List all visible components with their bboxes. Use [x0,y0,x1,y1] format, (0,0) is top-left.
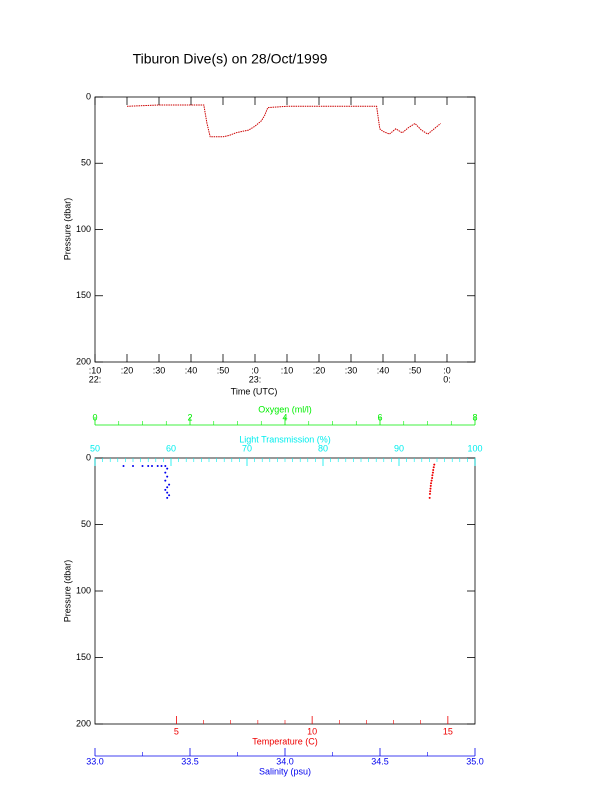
plot-frame [94,457,476,725]
y-tick-label: 150 [76,290,91,300]
data-point [164,464,167,467]
data-point [431,474,434,477]
data-point [166,496,169,499]
data-point [432,468,435,471]
y-tick-label: 0 [86,91,91,101]
x-tick-label: 10 [307,726,317,736]
data-point [141,464,144,467]
data-point [433,463,436,466]
x-tick-label: :40 [377,365,390,375]
data-point [160,464,163,467]
plot-frame [94,96,476,363]
x-tick-label: 8 [472,412,477,422]
data-line [126,104,441,138]
x-tick-label: 70 [242,443,252,453]
data-point [122,464,125,467]
x-tick-label: 34.0 [276,756,294,766]
x-tick-label: 35.0 [466,756,484,766]
x-tick-label: 100 [467,443,482,453]
data-point [428,492,431,495]
x-tick-label: 33.0 [86,756,104,766]
data-point [432,466,435,469]
y-tick-label: 100 [76,585,91,595]
x-tick-label: 15 [443,726,453,736]
x-axis-label: Temperature (C) [252,736,318,746]
data-point [132,464,134,467]
x-tick-label: :20 [313,365,326,375]
x-axis-label: Time (UTC) [231,386,278,396]
x-axis-label: Salinity (psu) [259,766,311,776]
x-tick-label: :10 [281,365,294,375]
x-tick-date: 22: [89,374,102,384]
x-tick-label: 60 [166,443,176,453]
data-point [168,483,171,486]
data-point [431,471,434,474]
data-point [156,464,159,467]
y-tick-label: 200 [76,356,91,366]
x-tick-date: 23: [249,374,262,384]
x-tick-label: 5 [174,726,179,736]
x-tick-date: 0: [443,374,451,384]
x-axis-label: Light Transmission (%) [239,434,331,444]
x-tick-label: :20 [121,365,134,375]
x-tick-label: 0 [92,412,97,422]
data-point [429,484,432,487]
x-tick-label: 4 [282,412,287,422]
data-point [164,488,167,491]
y-tick-label: 50 [81,158,91,168]
x-tick-label: 2 [187,412,192,422]
x-tick-label: 80 [318,443,328,453]
y-tick-label: 150 [76,652,91,662]
data-point [431,476,434,479]
y-tick-label: 100 [76,224,91,234]
data-point [429,487,432,490]
data-point [166,475,169,478]
data-point [166,491,169,494]
y-axis-label: Pressure (dbar) [62,198,72,261]
x-tick-label: :50 [409,365,422,375]
x-tick-label: 6 [377,412,382,422]
y-tick-label: 0 [86,452,91,462]
data-point [168,494,171,497]
x-tick-label: :0 [251,365,259,375]
x-tick-label: 90 [394,443,404,453]
x-tick-label: :50 [217,365,230,375]
data-point [429,490,432,493]
x-tick-label: :30 [153,365,166,375]
data-point [166,486,169,489]
data-point [430,479,433,482]
x-tick-label: 33.5 [181,756,199,766]
data-point [164,471,167,474]
x-tick-label: :30 [345,365,358,375]
data-point [164,479,167,482]
x-tick-label: 34.5 [371,756,389,766]
data-point [166,467,169,470]
x-tick-label: :10 [89,365,102,375]
data-point [151,464,153,467]
y-tick-label: 200 [76,718,91,728]
data-point [430,482,433,485]
data-point [428,496,431,499]
x-tick-label: 50 [90,443,100,453]
y-tick-label: 50 [81,519,91,529]
x-tick-label: :40 [185,365,198,375]
x-axis-label: Oxygen (ml/l) [258,404,312,414]
chart-title: Tiburon Dive(s) on 28/Oct/1999 [133,51,328,67]
x-tick-label: :0 [443,365,451,375]
y-axis-label: Pressure (dbar) [62,560,72,623]
data-point [147,464,150,467]
